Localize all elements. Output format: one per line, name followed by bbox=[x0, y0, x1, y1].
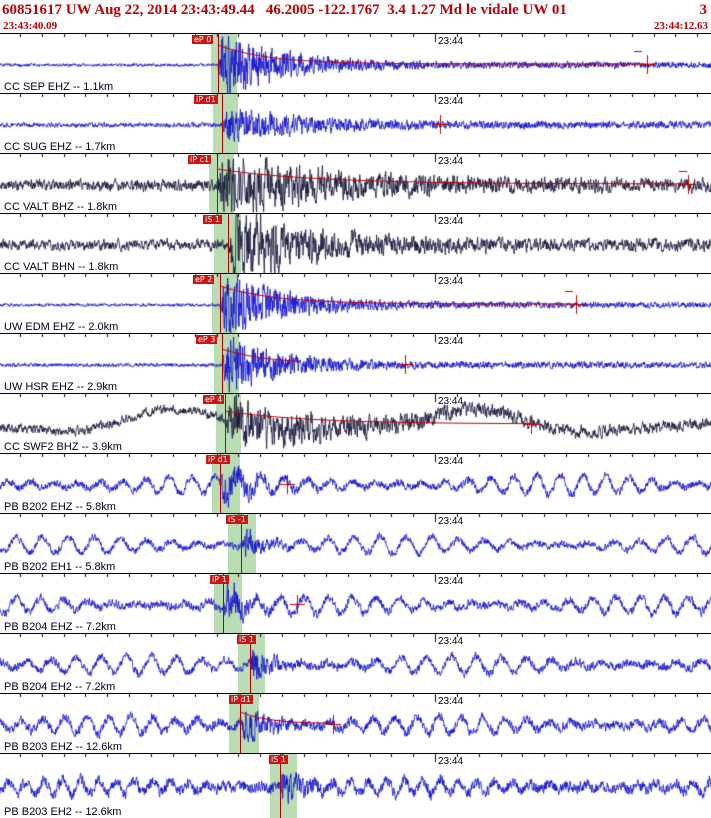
pick-line[interactable] bbox=[222, 334, 223, 393]
station-label: PB B202 EHZ -- 5.8km bbox=[4, 501, 116, 513]
trace-panel-1: eP 0 23:44 CC SEP EHZ -- 1.1km bbox=[0, 34, 711, 94]
time-range-bar: 23:43:40.09 23:44:12.63 bbox=[0, 20, 711, 33]
minute-label: 23:44 bbox=[438, 96, 464, 107]
station-label: UW EDM EHZ -- 2.0km bbox=[4, 321, 119, 333]
header: 60851617 UW Aug 22, 2014 23:43:49.44 46.… bbox=[0, 0, 711, 20]
station-label: PB B203 EHZ -- 12.6km bbox=[4, 741, 122, 753]
waveform-canvas[interactable] bbox=[0, 214, 711, 273]
waveform-canvas[interactable] bbox=[0, 274, 711, 333]
pick-label[interactable]: iS 1 bbox=[203, 215, 222, 224]
trace-panel-10: iP 1 23:44 PB B204 EHZ -- 7.2km bbox=[0, 574, 711, 634]
pick-line[interactable] bbox=[228, 214, 229, 273]
trace-panel-9: iS -1 23:44 PB B202 EH1 -- 5.8km bbox=[0, 514, 711, 574]
pick-label[interactable]: iP c1 bbox=[188, 155, 212, 164]
pick-label[interactable]: iS -1 bbox=[226, 515, 248, 524]
pick-label[interactable]: eP 2 bbox=[193, 275, 215, 284]
pick-line[interactable] bbox=[240, 694, 241, 753]
window-end-time: 23:44:12.63 bbox=[653, 20, 708, 32]
minute-label: 23:44 bbox=[438, 756, 464, 767]
minute-label: 23:44 bbox=[438, 516, 464, 527]
station-label: PB B204 EHZ -- 7.2km bbox=[4, 621, 116, 633]
trace-panel-2: iP d1 23:44 CC SUG EHZ -- 1.7km bbox=[0, 94, 711, 154]
waveform-canvas[interactable] bbox=[0, 634, 711, 693]
trace-panel-7: eP 4 23:44 CC SWF2 BHZ -- 3.9km bbox=[0, 394, 711, 454]
trace-panel-4: iS 1 23:44 CC VALT BHN -- 1.8km bbox=[0, 214, 711, 274]
pick-label[interactable]: iP d1 bbox=[194, 95, 218, 104]
minute-label: 23:44 bbox=[438, 636, 464, 647]
pick-line[interactable] bbox=[241, 514, 242, 573]
trace-panel-6: eP 3 23:44 UW HSR EHZ -- 2.9km bbox=[0, 334, 711, 394]
pick-label[interactable]: iP 1 bbox=[210, 575, 229, 584]
trace-panel-3: iP c1 23:44 CC VALT BHZ -- 1.8km bbox=[0, 154, 711, 214]
pick-line[interactable] bbox=[280, 754, 281, 818]
pick-label[interactable]: iP d1 bbox=[229, 695, 253, 704]
trace-panel-12: iP d1 23:44 PB B203 EHZ -- 12.6km bbox=[0, 694, 711, 754]
minute-label: 23:44 bbox=[438, 336, 464, 347]
station-label: UW HSR EHZ -- 2.9km bbox=[4, 381, 118, 393]
pick-label[interactable]: iS 1 bbox=[269, 755, 288, 764]
pick-line[interactable] bbox=[220, 274, 221, 333]
waveform-canvas[interactable] bbox=[0, 34, 711, 93]
pick-line[interactable] bbox=[218, 34, 219, 93]
page-number: 3 bbox=[699, 2, 708, 18]
waveform-canvas[interactable] bbox=[0, 334, 711, 393]
pick-line[interactable] bbox=[250, 634, 251, 693]
pick-label[interactable]: eP 0 bbox=[192, 35, 214, 44]
waveform-canvas[interactable] bbox=[0, 514, 711, 573]
minute-label: 23:44 bbox=[438, 156, 464, 167]
waveform-canvas[interactable] bbox=[0, 94, 711, 153]
pick-line[interactable] bbox=[222, 94, 223, 153]
pick-line[interactable] bbox=[220, 454, 221, 513]
minute-label: 23:44 bbox=[438, 396, 464, 407]
waveform-canvas[interactable] bbox=[0, 154, 711, 213]
waveform-canvas[interactable] bbox=[0, 694, 711, 753]
window-start-time: 23:43:40.09 bbox=[3, 20, 58, 32]
trace-panel-11: iS 1 23:44 PB B204 EH2 -- 7.2km bbox=[0, 634, 711, 694]
station-label: PB B204 EH2 -- 7.2km bbox=[4, 681, 116, 693]
waveform-canvas[interactable] bbox=[0, 454, 711, 513]
pick-line[interactable] bbox=[225, 394, 226, 453]
minute-label: 23:44 bbox=[438, 216, 464, 227]
waveform-canvas[interactable] bbox=[0, 394, 711, 453]
station-label: CC SEP EHZ -- 1.1km bbox=[4, 81, 114, 93]
trace-panel-5: eP 2 23:44 UW EDM EHZ -- 2.0km bbox=[0, 274, 711, 334]
pick-label[interactable]: eP 3 bbox=[196, 335, 218, 344]
trace-panel-8: iP d1 23:44 PB B202 EHZ -- 5.8km bbox=[0, 454, 711, 514]
trace-list: eP 0 23:44 CC SEP EHZ -- 1.1km iP d1 23:44 CC… bbox=[0, 33, 711, 818]
pick-label[interactable]: eP 4 bbox=[203, 395, 225, 404]
pick-label[interactable]: iS 1 bbox=[237, 635, 256, 644]
station-label: CC VALT BHZ -- 1.8km bbox=[4, 201, 118, 213]
station-label: CC SUG EHZ -- 1.7km bbox=[4, 141, 116, 153]
minute-label: 23:44 bbox=[438, 576, 464, 587]
station-label: PB B202 EH1 -- 5.8km bbox=[4, 561, 116, 573]
station-label: CC SWF2 BHZ -- 3.9km bbox=[4, 441, 122, 453]
event-title: 60851617 UW Aug 22, 2014 23:43:49.44 46.… bbox=[2, 2, 567, 18]
station-label: PB B203 EH2 -- 12.6km bbox=[4, 806, 122, 818]
minute-label: 23:44 bbox=[438, 456, 464, 467]
pick-line[interactable] bbox=[217, 154, 218, 213]
minute-label: 23:44 bbox=[438, 36, 464, 47]
pick-line[interactable] bbox=[223, 574, 224, 633]
waveform-canvas[interactable] bbox=[0, 754, 711, 818]
minute-label: 23:44 bbox=[438, 696, 464, 707]
pick-label[interactable]: iP d1 bbox=[206, 455, 230, 464]
trace-panel-13: iS 1 23:44 PB B203 EH2 -- 12.6km bbox=[0, 754, 711, 818]
minute-label: 23:44 bbox=[438, 276, 464, 287]
waveform-canvas[interactable] bbox=[0, 574, 711, 633]
station-label: CC VALT BHN -- 1.8km bbox=[4, 261, 119, 273]
